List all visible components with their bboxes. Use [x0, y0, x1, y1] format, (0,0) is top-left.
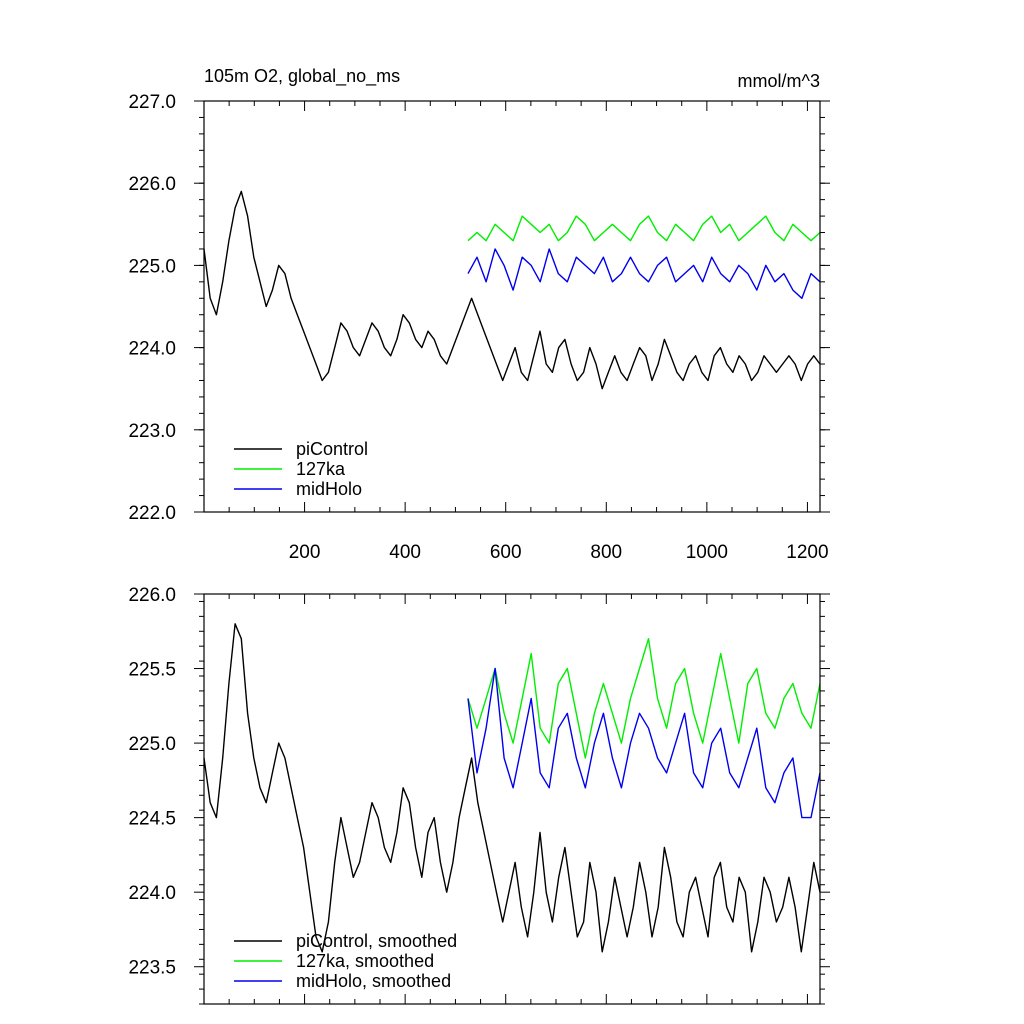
y-tick-label: 224.5	[128, 809, 176, 830]
legend-label-1: 127ka, smoothed	[296, 951, 434, 971]
y-tick-label: 223.5	[128, 958, 176, 979]
plot-frame	[203, 100, 821, 513]
top-plot-area: 200 400 600 800 1000 1200 222.0 223.0 224.0 225.0…	[128, 92, 830, 563]
x-tick-label: 1000	[686, 542, 728, 563]
series-line-1	[467, 638, 821, 759]
x-tick-label: 200	[289, 542, 321, 563]
x-tick-label: 400	[389, 542, 421, 563]
x-tick-label: 800	[590, 542, 622, 563]
legend-label-2: midHolo, smoothed	[296, 971, 451, 991]
series-line-2	[467, 667, 821, 819]
units-label: mmol/m^3	[738, 71, 820, 91]
legend-label-2: midHolo	[296, 479, 362, 499]
y-tick-label: 225.5	[128, 660, 176, 681]
series-line-1	[467, 215, 821, 242]
bottom-plot-area: 223.5 224.0 224.5 225.0 225.5 226.0 piControl,…	[128, 585, 830, 1005]
top-panel: 105m O2, global_no_ms mmol/m^3 200 400 600…	[128, 66, 830, 563]
y-tick-label: 224.0	[128, 883, 176, 904]
series-line-2	[467, 248, 821, 299]
y-tick-label: 227.0	[128, 92, 176, 113]
chart-title: 105m O2, global_no_ms	[204, 66, 400, 87]
x-tick-label: 1200	[786, 542, 828, 563]
bottom-panel: 223.5 224.0 224.5 225.0 225.5 226.0 piControl,…	[128, 585, 830, 1005]
y-tick-label: 226.0	[128, 174, 176, 195]
series-line-0	[203, 190, 821, 390]
legend-label-0: piControl, smoothed	[296, 931, 457, 951]
legend-label-0: piControl	[296, 439, 368, 459]
plot-frame	[203, 593, 821, 1005]
y-tick-label: 223.0	[128, 421, 176, 442]
x-tick-label: 600	[490, 542, 522, 563]
y-tick-label: 222.0	[128, 503, 176, 524]
legend-label-1: 127ka	[296, 459, 346, 479]
y-tick-label: 225.0	[128, 256, 176, 277]
y-tick-label: 226.0	[128, 585, 176, 606]
y-tick-label: 225.0	[128, 734, 176, 755]
series-line-0	[203, 623, 821, 953]
y-tick-label: 224.0	[128, 339, 176, 360]
